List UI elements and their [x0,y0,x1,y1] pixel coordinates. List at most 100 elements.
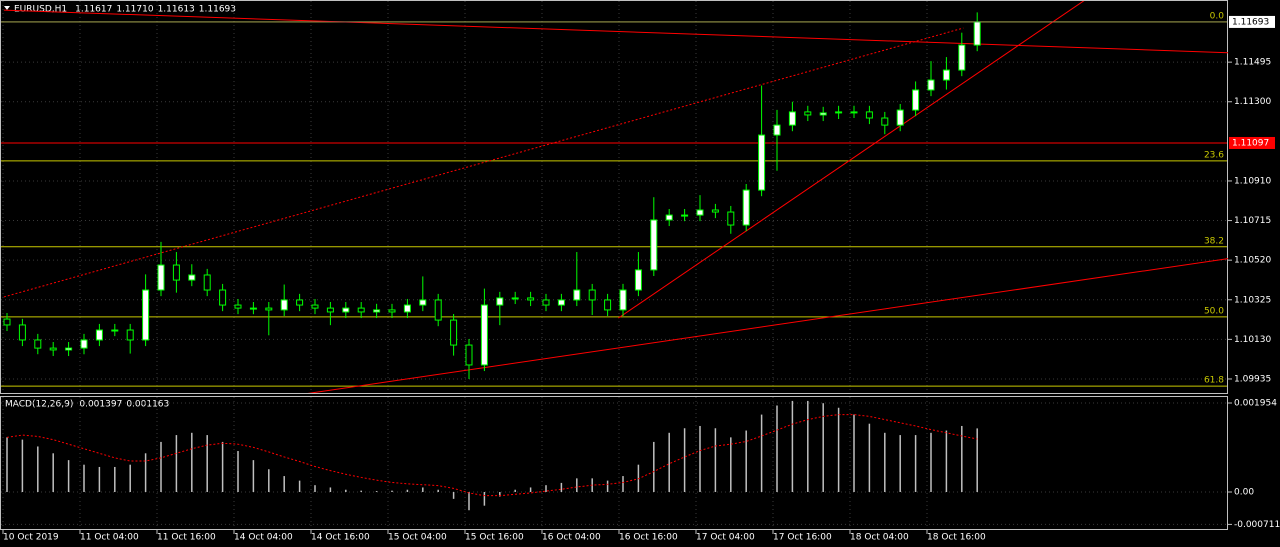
candle-body [742,189,750,226]
candle-body [326,307,334,313]
candle-body [496,297,504,306]
candle-body [804,111,812,116]
macd-plot [1,397,1227,529]
fib-label: 38.2 [1204,236,1224,246]
candle-body [604,299,612,311]
candle-body [65,347,73,351]
header-value: 1.11613 [158,5,195,15]
header-value: 0.001163 [126,400,169,410]
candle-body [280,299,288,311]
y-tick-label: -0.000711 [1234,520,1280,530]
fib-label: 61.8 [1204,376,1224,386]
price-plot [1,1,1228,393]
candle-body [912,89,920,111]
y-tick-label: 1.10520 [1234,256,1271,266]
y-tick-label: 1.11495 [1234,58,1271,68]
header-value: 0.001397 [79,400,122,410]
x-tick-label: 15 Oct 16:00 [465,533,524,543]
candle-body [573,289,581,301]
candle-body [3,318,11,326]
candle-body [234,304,242,309]
candle-body [34,339,42,349]
candle-body [557,299,565,306]
candle-body [773,124,781,136]
candle-body [850,111,858,114]
price-panel-frame [0,0,1228,394]
x-tick-label: 18 Oct 16:00 [927,533,986,543]
x-tick-label: 16 Oct 04:00 [542,533,601,543]
candle-body [311,304,319,309]
candle-body [357,307,365,313]
candle-body [511,297,519,300]
header-value: 1.11710 [116,5,153,15]
candle-body [465,344,473,366]
candle-body [373,309,381,313]
candle-body [711,209,719,213]
menu-arrow[interactable] [4,6,10,10]
macd-panel-frame [0,396,1228,530]
candle-body [835,111,843,114]
candle-body [18,324,26,341]
candle-body [665,214,673,221]
candle-body [188,274,196,281]
candle-body [958,44,966,71]
candle-body [296,299,304,306]
y-tick-label: 0.001954 [1234,399,1277,409]
header-values: 1.11617 1.11710 1.11613 1.11693 [75,5,236,15]
candle-body [126,329,134,341]
y-tick-label: 1.10325 [1234,295,1271,305]
candle-body [696,209,704,216]
candle-body [434,299,442,321]
candle-body [142,289,150,341]
symbol: EURUSD,H1 [14,5,67,15]
candle-body [727,211,735,226]
candle-body [942,69,950,81]
trendline [307,258,1228,393]
candle-body [111,329,119,332]
trendline [618,1,1085,319]
candle-body [788,111,796,126]
candle-body [881,117,889,126]
x-tick-label: 15 Oct 04:00 [388,533,447,543]
candle-body [758,134,766,191]
x-tick-label: 11 Oct 04:00 [80,533,139,543]
candle-body [80,339,88,349]
candle-body [203,274,211,291]
y-tick-label: 1.10130 [1234,335,1271,345]
candle-body [527,297,535,301]
candle-body [249,307,257,310]
candle-body [973,21,981,46]
candle-body [681,214,689,217]
candle-body [419,299,427,306]
x-tick-label: 10 Oct 2019 [3,533,59,543]
candle-body [480,304,488,366]
x-tick-label: 18 Oct 04:00 [850,533,909,543]
y-tick-label: 1.11300 [1234,97,1271,107]
x-tick-label: 14 Oct 04:00 [234,533,293,543]
fib-label: 23.6 [1204,150,1224,160]
x-tick-label: 17 Oct 16:00 [773,533,832,543]
candle-body [634,269,642,291]
level-label-box [1229,136,1275,149]
candle-body [450,319,458,346]
y-tick-label: 1.09935 [1234,374,1271,384]
fib-label: 50.0 [1204,306,1224,316]
candle-body [49,347,57,351]
candle-body [619,289,627,311]
x-tick-label: 17 Oct 04:00 [696,533,755,543]
candle-body [95,329,103,341]
trendline [3,9,1228,54]
candle-body [865,111,873,119]
current-price-box [1229,15,1275,28]
candle-body [403,304,411,313]
candle-body [342,307,350,313]
x-tick-label: 14 Oct 16:00 [311,533,370,543]
y-tick-label: 0.00 [1234,488,1254,498]
candle-body [650,219,658,271]
y-tick-label: 1.10715 [1234,216,1271,226]
candle-body [896,109,904,126]
level-label: 1.11097 [1232,138,1269,148]
candle-body [927,79,935,91]
